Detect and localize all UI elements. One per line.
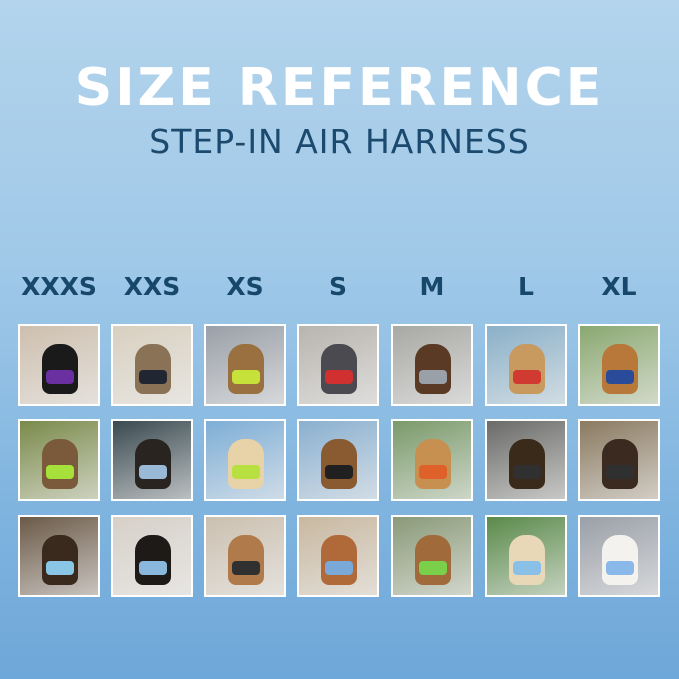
size-label-xxs: XXS [123, 272, 181, 301]
pet-photo [111, 324, 193, 406]
harness-swatch [419, 561, 447, 575]
pet-figure [42, 535, 78, 585]
pet-photo [578, 324, 660, 406]
pet-figure [42, 344, 78, 394]
pet-figure [135, 344, 171, 394]
pet-photo [204, 515, 286, 597]
harness-swatch [139, 465, 167, 479]
size-label-s: S [328, 272, 347, 301]
harness-swatch [419, 465, 447, 479]
pet-figure [135, 535, 171, 585]
harness-swatch [513, 370, 541, 384]
pet-photo [578, 515, 660, 597]
pet-figure [509, 344, 545, 394]
pet-figure [321, 535, 357, 585]
pet-photo [18, 419, 100, 501]
pet-figure [321, 439, 357, 489]
pet-photo [204, 419, 286, 501]
pet-figure [321, 344, 357, 394]
pet-photo [485, 515, 567, 597]
harness-swatch [232, 465, 260, 479]
pet-photo [204, 324, 286, 406]
pet-figure [228, 439, 264, 489]
pet-photo [391, 515, 473, 597]
pet-photo [18, 515, 100, 597]
pet-figure [415, 535, 451, 585]
pet-figure [228, 535, 264, 585]
pet-photo [578, 419, 660, 501]
pet-figure [415, 439, 451, 489]
harness-swatch [46, 370, 74, 384]
pet-figure [135, 439, 171, 489]
pet-photo [297, 515, 379, 597]
size-label-xl: XL [601, 272, 637, 301]
harness-swatch [419, 370, 447, 384]
pet-figure [509, 439, 545, 489]
harness-swatch [232, 561, 260, 575]
harness-swatch [606, 561, 634, 575]
pet-photo [297, 419, 379, 501]
harness-swatch [606, 465, 634, 479]
pet-figure [228, 344, 264, 394]
harness-swatch [513, 465, 541, 479]
harness-swatch [325, 561, 353, 575]
pet-photo [485, 324, 567, 406]
harness-swatch [606, 370, 634, 384]
pet-photo [391, 419, 473, 501]
pet-photo [297, 324, 379, 406]
pet-figure [602, 344, 638, 394]
harness-swatch [325, 465, 353, 479]
size-label-xs: XS [226, 272, 264, 301]
pet-figure [602, 439, 638, 489]
size-label-xxxs: XXXS [21, 272, 97, 301]
size-label-m: M [419, 272, 445, 301]
pet-photo [18, 324, 100, 406]
page-title: SIZE REFERENCE [74, 58, 605, 118]
pet-photo [111, 419, 193, 501]
pet-figure [509, 535, 545, 585]
pet-figure [602, 535, 638, 585]
pet-photo [485, 419, 567, 501]
pet-figure [42, 439, 78, 489]
page-subtitle: STEP-IN AIR HARNESS [149, 122, 530, 161]
harness-swatch [139, 561, 167, 575]
harness-swatch [325, 370, 353, 384]
pet-figure [415, 344, 451, 394]
harness-swatch [46, 561, 74, 575]
size-label-l: L [518, 272, 534, 301]
harness-swatch [139, 370, 167, 384]
harness-swatch [46, 465, 74, 479]
harness-swatch [232, 370, 260, 384]
pet-photo [111, 515, 193, 597]
pet-photo [391, 324, 473, 406]
harness-swatch [513, 561, 541, 575]
